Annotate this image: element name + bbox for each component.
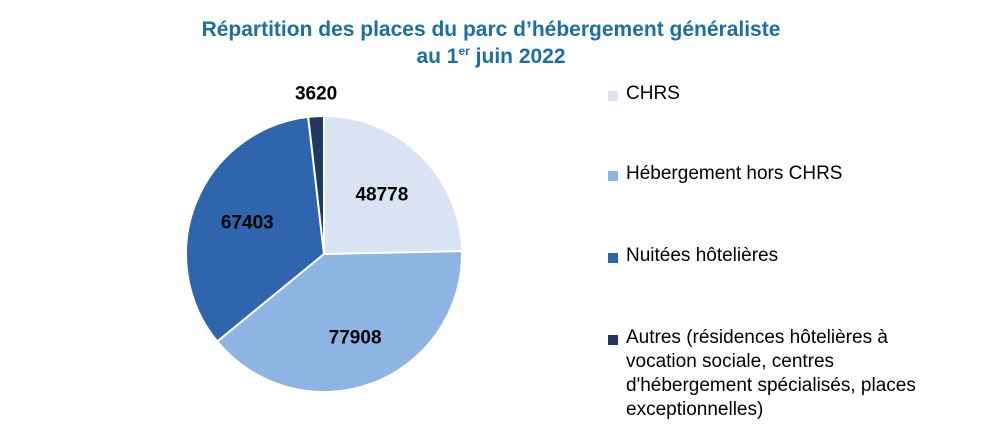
pie-data-label: 3620 [295, 84, 337, 105]
legend-label: Nuitées hôtelières [626, 245, 779, 266]
pie-data-labels: 48778 77908 67403 3620 [221, 84, 408, 349]
chart-title-line2-suffix: juin 2022 [469, 45, 566, 68]
legend-label: Autres (résidences hôtelières à vocation… [626, 327, 916, 420]
chart-title-superscript: er [458, 44, 470, 58]
pie-data-label: 77908 [329, 328, 382, 349]
legend-swatch [608, 171, 618, 181]
pie-slices [184, 114, 463, 393]
pie-slice [184, 115, 326, 343]
chart-title-line2-prefix: au 1 [416, 45, 459, 68]
pie-slice [323, 114, 463, 256]
pie-slice [215, 250, 463, 393]
pie-slice [307, 114, 325, 255]
legend-label: CHRS [626, 83, 680, 104]
chart-title: Répartition des places du parc d’héberge… [0, 16, 982, 70]
legend-swatch [608, 91, 618, 101]
pie-data-label: 48778 [355, 184, 408, 205]
pie-data-label: 67403 [221, 212, 274, 233]
chart-title-line2: au 1er juin 2022 [0, 43, 982, 70]
legend-swatch [608, 335, 618, 345]
legend-swatch [608, 253, 618, 263]
chart-title-line1: Répartition des places du parc d’héberge… [201, 18, 781, 41]
legend-label: Hébergement hors CHRS [626, 163, 843, 184]
